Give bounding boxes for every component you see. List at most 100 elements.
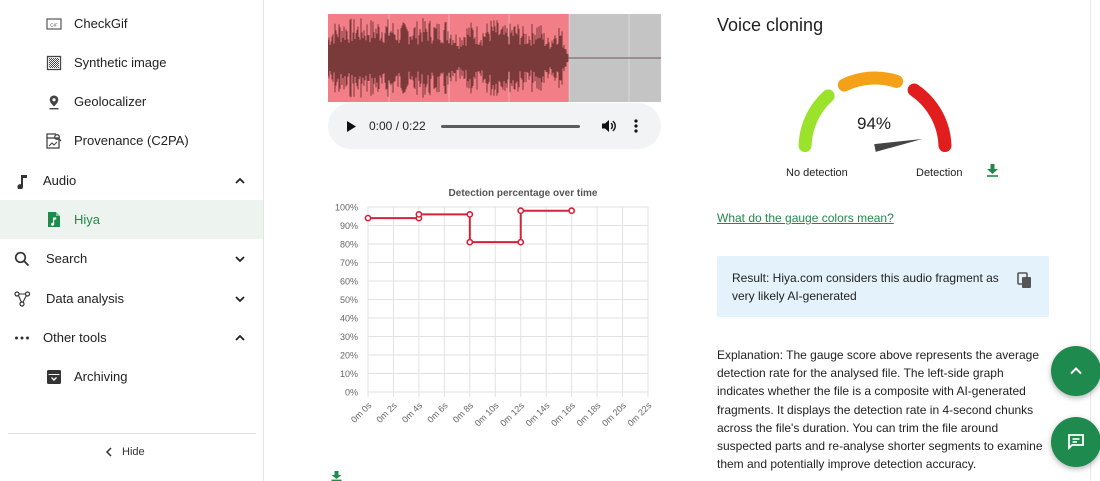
sidebar-item-label: Synthetic image xyxy=(74,55,167,70)
gauge-colors-link[interactable]: What do the gauge colors mean? xyxy=(717,211,894,225)
y-tick-label: 90% xyxy=(340,221,358,231)
gauge-value: 94% xyxy=(857,114,891,133)
detection-line-chart: Detection percentage over time 0% 10% 20% 30… xyxy=(335,188,654,428)
chevron-down-icon xyxy=(235,295,245,302)
provenance-icon xyxy=(45,132,63,150)
x-tick-label: 0m 4s xyxy=(400,400,425,425)
sidebar-item-label: Geolocalizer xyxy=(74,94,147,109)
audio-file-icon xyxy=(45,211,63,229)
more-horiz-icon xyxy=(13,329,31,347)
sidebar-item-label: CheckGif xyxy=(74,16,128,31)
gauge-label-right: Detection xyxy=(916,167,963,179)
gauge-green-segment xyxy=(798,89,835,153)
chevron-left-icon xyxy=(105,447,112,457)
data-point xyxy=(517,207,525,215)
sidebar-item-data-analysis[interactable]: Data analysis xyxy=(0,279,263,318)
sidebar-item-provenance[interactable]: Provenance (C2PA) xyxy=(0,121,263,160)
y-tick-label: 0% xyxy=(345,388,358,398)
hide-sidebar-button[interactable]: Hide xyxy=(105,446,145,458)
sidebar-item-label: Provenance (C2PA) xyxy=(74,133,189,148)
gauge-label-left: No detection xyxy=(786,167,848,179)
scroll-top-button[interactable] xyxy=(1051,346,1100,396)
sidebar-item-checkgif[interactable]: GIF CheckGif xyxy=(0,4,263,43)
chevron-down-icon xyxy=(235,255,245,262)
data-point xyxy=(466,238,474,246)
scroll-divider xyxy=(1090,0,1091,481)
chevron-up-icon xyxy=(235,177,245,184)
archive-icon xyxy=(45,368,63,386)
sidebar-item-hiya[interactable]: Hiya xyxy=(0,200,263,239)
y-tick-label: 20% xyxy=(340,351,358,361)
sidebar-item-label: Audio xyxy=(43,173,77,188)
x-tick-label: 0m 18s xyxy=(575,400,603,428)
download-icon[interactable] xyxy=(986,164,999,177)
y-tick-label: 70% xyxy=(340,258,358,268)
divider xyxy=(8,433,256,434)
y-tick-label: 60% xyxy=(340,277,358,287)
sidebar-item-geolocalizer[interactable]: Geolocalizer xyxy=(0,82,263,121)
y-tick-label: 30% xyxy=(340,332,358,342)
sidebar-item-other-tools[interactable]: Other tools xyxy=(0,318,263,357)
y-tick-label: 100% xyxy=(335,203,358,213)
x-tick-label: 0m 12s xyxy=(498,400,526,428)
result-text: Result: Hiya.com considers this audio fr… xyxy=(732,271,999,303)
chat-icon xyxy=(1068,434,1084,451)
sidebar-item-label: Search xyxy=(46,251,88,266)
location-pin-icon xyxy=(45,93,63,111)
x-tick-label: 0m 2s xyxy=(374,400,399,425)
copy-icon[interactable] xyxy=(1017,272,1033,289)
y-tick-label: 40% xyxy=(340,314,358,324)
hide-label: Hide xyxy=(122,446,145,458)
y-tick-label: 50% xyxy=(340,295,358,305)
data-point xyxy=(568,207,576,215)
download-icon[interactable] xyxy=(331,471,342,481)
audio-player[interactable]: 0:00 / 0:22 xyxy=(328,103,661,149)
x-tick-label: 0m 10s xyxy=(473,400,501,428)
gauge-red-segment xyxy=(907,83,952,153)
waveform-signal xyxy=(328,18,569,98)
chevron-up-icon xyxy=(235,334,245,341)
sidebar-item-synthetic-image[interactable]: Synthetic image xyxy=(0,43,263,82)
chevron-up-icon xyxy=(1070,367,1082,375)
section-title: Voice cloning xyxy=(717,15,824,35)
gauge-needle xyxy=(874,139,923,152)
playback-time: 0:00 / 0:22 xyxy=(369,119,426,133)
more-vert-icon[interactable] xyxy=(634,119,638,133)
play-icon[interactable] xyxy=(347,121,356,132)
feedback-button[interactable] xyxy=(1051,417,1100,467)
sidebar-item-label: Other tools xyxy=(43,330,107,345)
x-tick-label: 0m 14s xyxy=(524,400,552,428)
sidebar-item-audio[interactable]: Audio xyxy=(0,161,263,200)
detection-gauge: 94% xyxy=(798,71,952,153)
result-box: Result: Hiya.com considers this audio fr… xyxy=(717,256,1049,317)
x-tick-label: 0m 6s xyxy=(425,400,450,425)
x-tick-label: 0m 16s xyxy=(549,400,577,428)
y-tick-label: 80% xyxy=(340,240,358,250)
x-tick-label: 0m 0s xyxy=(349,400,374,425)
data-point xyxy=(415,211,423,218)
gif-icon: GIF xyxy=(45,15,63,33)
explanation-text: Explanation: The gauge score above repre… xyxy=(717,348,1043,472)
gauge-orange-segment xyxy=(837,71,904,92)
synthetic-image-icon xyxy=(45,54,63,72)
chart-title: Detection percentage over time xyxy=(449,188,598,199)
audio-waveform[interactable] xyxy=(328,14,661,102)
seek-bar[interactable] xyxy=(441,125,580,128)
search-icon xyxy=(13,250,31,268)
volume-icon[interactable] xyxy=(602,119,617,133)
svg-text:GIF: GIF xyxy=(50,22,58,27)
sidebar-item-archiving[interactable]: Archiving xyxy=(0,357,263,396)
data-point xyxy=(517,238,525,246)
sidebar-item-search[interactable]: Search xyxy=(0,239,263,278)
sidebar: GIF CheckGif Synthetic image Geolocalize… xyxy=(0,0,264,481)
music-note-icon xyxy=(13,172,31,190)
data-graph-icon xyxy=(13,290,31,308)
data-point xyxy=(364,214,372,222)
sidebar-item-label: Archiving xyxy=(74,369,128,384)
x-tick-label: 0m 22s xyxy=(625,400,653,428)
x-tick-label: 0m 20s xyxy=(600,400,628,428)
data-point xyxy=(466,211,474,218)
y-tick-label: 10% xyxy=(340,369,358,379)
sidebar-item-label: Data analysis xyxy=(46,291,125,306)
